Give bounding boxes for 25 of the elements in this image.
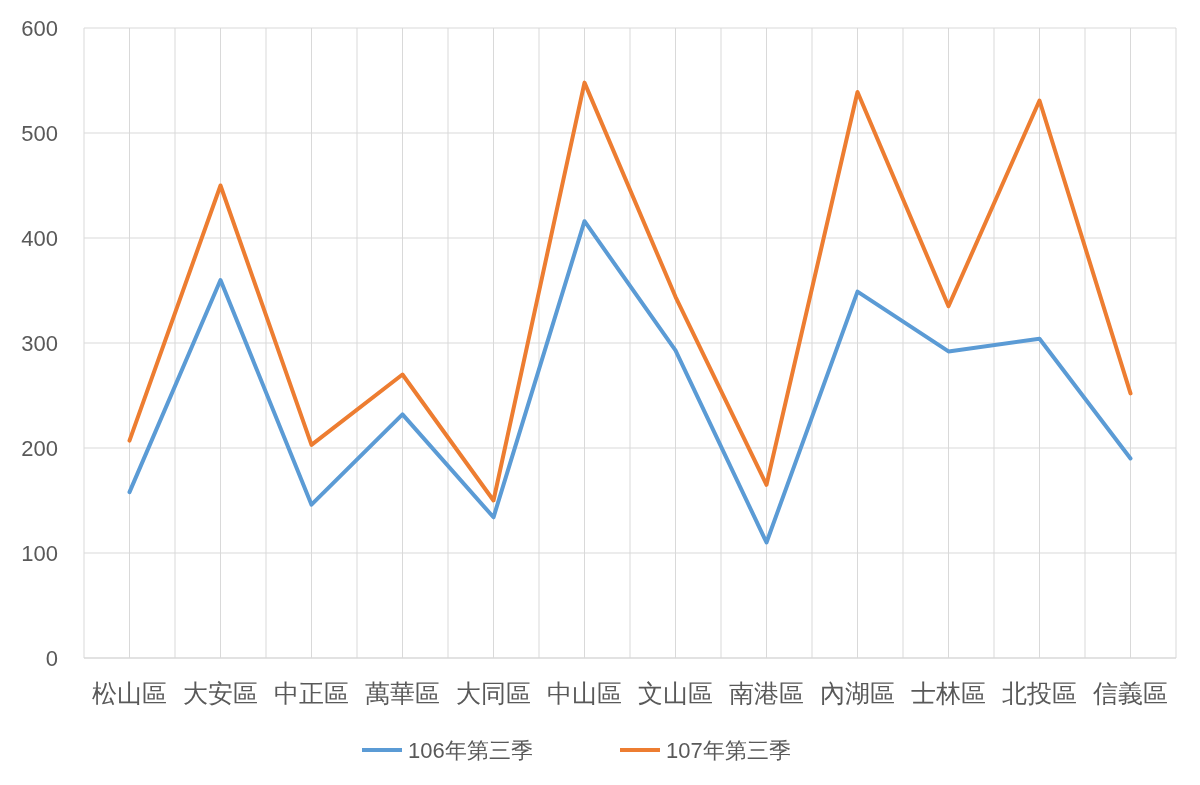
- y-tick-label: 300: [21, 331, 58, 356]
- x-tick-label: 中正區: [274, 679, 349, 707]
- y-tick-label: 400: [21, 226, 58, 251]
- x-tick-label: 萬華區: [365, 679, 440, 707]
- y-tick-label: 200: [21, 436, 58, 461]
- x-tick-label: 中山區: [547, 679, 622, 707]
- x-tick-label: 文山區: [638, 679, 713, 707]
- x-tick-label: 信義區: [1093, 679, 1168, 707]
- legend-label: 107年第三季: [666, 738, 791, 763]
- x-tick-label: 內湖區: [820, 679, 895, 707]
- legend-item: 106年第三季: [362, 738, 533, 763]
- x-tick-label: 南港區: [729, 679, 804, 707]
- x-tick-label: 北投區: [1002, 679, 1077, 707]
- legend-item: 107年第三季: [620, 738, 791, 763]
- y-tick-label: 600: [21, 16, 58, 41]
- line-series: [127, 80, 1133, 503]
- x-tick-label: 士林區: [911, 679, 986, 707]
- x-tick-label: 大同區: [456, 679, 531, 707]
- line-series: [127, 219, 1133, 545]
- legend-label: 106年第三季: [408, 738, 533, 763]
- y-tick-label: 0: [45, 646, 58, 671]
- x-tick-label: 大安區: [183, 679, 258, 707]
- y-tick-label: 500: [21, 121, 58, 146]
- y-tick-label: 100: [21, 541, 58, 566]
- x-tick-label: 松山區: [92, 679, 167, 707]
